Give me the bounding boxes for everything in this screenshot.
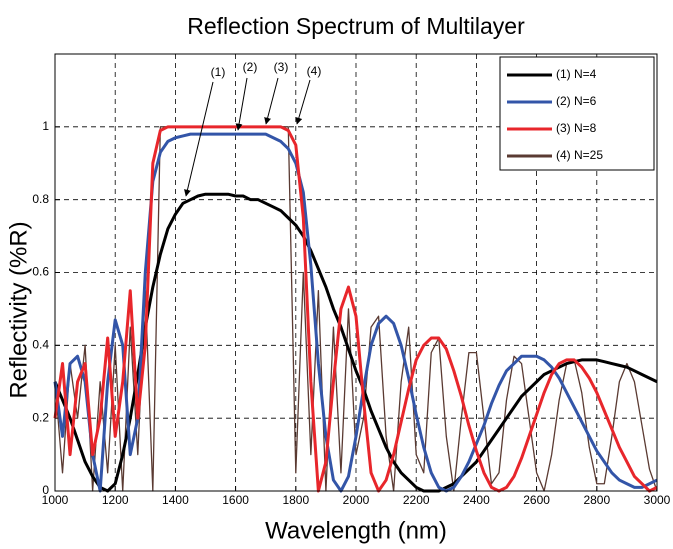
x-tick-label: 2800 — [583, 493, 610, 507]
chart-title: Reflection Spectrum of Multilayer — [187, 13, 525, 39]
series-line — [53, 125, 658, 493]
plot-frame — [54, 53, 658, 492]
x-tick-label: 2000 — [343, 493, 370, 507]
legend-label: (2) N=6 — [556, 94, 597, 108]
annotation: (4) — [307, 64, 322, 78]
x-tick-label: 1400 — [162, 493, 189, 507]
x-tick-label: 1600 — [222, 493, 249, 507]
lines — [53, 125, 658, 493]
y-tick-label: 0.8 — [32, 192, 49, 206]
y-tick-label: 1 — [42, 119, 49, 133]
annotation: (2) — [243, 60, 258, 74]
legend-label: (1) N=4 — [556, 67, 597, 81]
x-tick-label: 2600 — [523, 493, 550, 507]
y-tick-label: 0.2 — [32, 410, 49, 424]
legend-entries: (1) N=4 (2) N=6 (3) N=8 (4) N=25 — [507, 67, 603, 162]
series-line — [54, 126, 658, 492]
series-line — [53, 132, 658, 493]
legend-label: (4) N=25 — [556, 148, 603, 162]
x-tick-label: 3000 — [644, 493, 671, 507]
annotation: (3) — [274, 60, 289, 74]
x-tick-label: 1000 — [42, 493, 69, 507]
annotation-arrows — [184, 77, 311, 197]
x-tick-label: 2400 — [463, 493, 490, 507]
y-tick-label: 0.4 — [32, 338, 49, 352]
y-tick-label: 0.6 — [32, 265, 49, 279]
legend — [499, 56, 655, 171]
legend-label: (3) N=8 — [556, 121, 597, 135]
x-axis-label: Wavelength (nm) — [265, 517, 447, 544]
annotation: (1) — [211, 65, 226, 79]
x-tick-label: 2200 — [403, 493, 430, 507]
y-axis-label: Reflectivity (%R) — [5, 221, 32, 398]
y-tick-label: 0 — [42, 483, 49, 497]
x-tick-label: 1200 — [102, 493, 129, 507]
x-tick-label: 1800 — [282, 493, 309, 507]
